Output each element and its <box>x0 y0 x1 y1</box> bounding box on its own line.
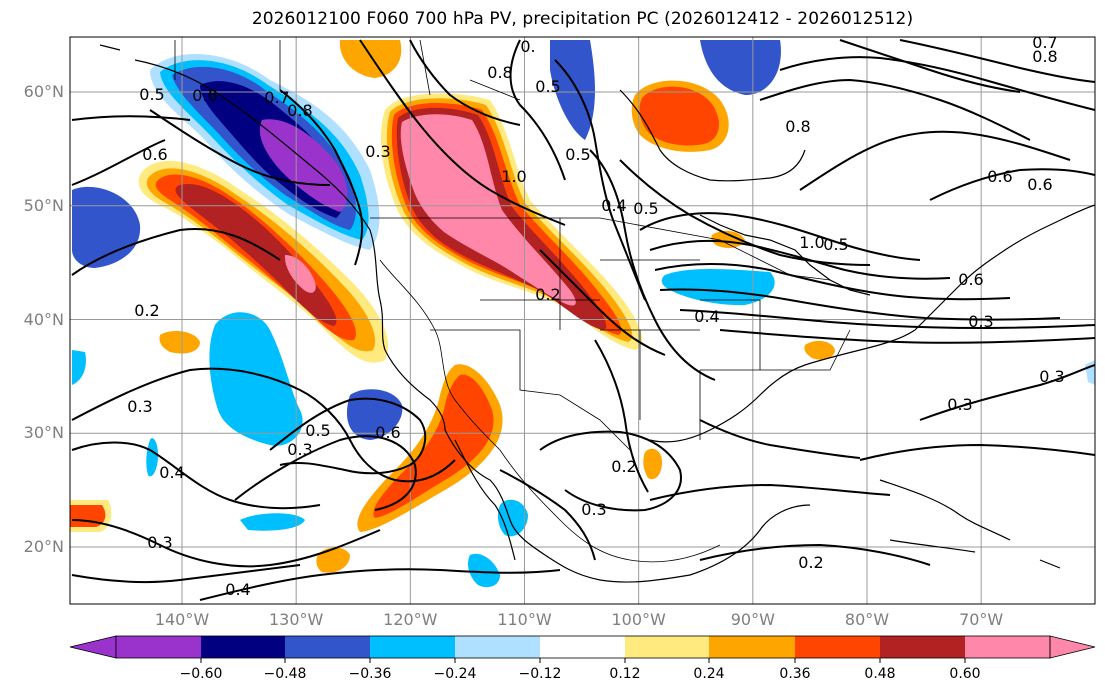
colorbar-tick-label: −0.36 <box>348 666 392 682</box>
colorbar-swatch <box>880 636 965 658</box>
lat-label: 60°N <box>23 82 64 101</box>
contour-label: 0.8 <box>1032 47 1057 66</box>
neg-blob-small3 <box>467 553 500 588</box>
colorbar-swatch <box>540 636 625 658</box>
lat-label: 30°N <box>23 423 64 443</box>
colorbar-tick-label: 0.60 <box>949 666 981 682</box>
contour-label: 0.5 <box>305 421 330 440</box>
political-borders <box>174 39 851 563</box>
pos-blob-sk <box>339 40 402 78</box>
contour-label: 0.4 <box>694 307 719 326</box>
neg-blob-small8 <box>146 438 158 477</box>
colorbar-tick-label: 0.48 <box>864 666 896 682</box>
pos-blob-small1 <box>159 330 200 354</box>
lat-label: 50°N <box>23 195 64 215</box>
contour-label: 0.3 <box>947 395 972 414</box>
colorbar-tick-label: −0.60 <box>179 666 223 682</box>
contour-label: 0.6 <box>958 270 983 289</box>
pos-blob-small2 <box>316 547 350 573</box>
contour-label: 0.5 <box>535 77 560 96</box>
contour-label: 0.3 <box>147 533 172 552</box>
contour-label: 0.6 <box>192 86 217 105</box>
contour-label: 0.2 <box>611 457 636 476</box>
plot-frame <box>69 36 1096 605</box>
contour-label: 0.5 <box>139 85 164 104</box>
colorbar-swatch <box>370 636 455 658</box>
lat-label: 20°N <box>23 537 64 556</box>
colorbar-swatch <box>795 636 880 658</box>
contour-label: 0.2 <box>535 285 560 304</box>
colorbar-swatch <box>625 636 709 658</box>
colorbar-tick-label: 0.36 <box>779 666 811 682</box>
contour-label: 0.7 <box>264 88 289 107</box>
colorbar-tick-label: −0.48 <box>263 666 307 682</box>
neg-blob-small11 <box>240 513 305 531</box>
neg-blob-baja <box>209 312 303 446</box>
contour-label: 0.4 <box>601 196 626 215</box>
contour-label: 0. <box>520 37 535 56</box>
lat-label: 40°N <box>23 309 64 329</box>
contour-label: 0.8 <box>287 101 312 120</box>
pv-contours <box>71 39 1095 601</box>
colorbar-outline <box>115 635 1051 659</box>
colorbar-swatch <box>455 636 540 658</box>
lon-label: 80°W <box>844 610 890 629</box>
lon-label: 110°W <box>497 610 552 629</box>
contour-label: 0.4 <box>159 463 184 482</box>
colorbar-tick-label: 0.24 <box>693 666 725 682</box>
colorbar-low-extend <box>69 635 117 659</box>
contour-label: 0.6 <box>1027 175 1052 194</box>
colorbar-tick-label: 0.12 <box>609 666 641 682</box>
lon-label: 130°W <box>268 610 324 629</box>
contour-label: 0.2 <box>134 301 159 320</box>
colorbar-swatch <box>201 636 285 658</box>
lon-label: 90°W <box>730 610 775 629</box>
contour-label: 0.2 <box>798 553 823 572</box>
contour-label: 0.4 <box>225 580 250 599</box>
lon-label: 70°W <box>959 610 1004 629</box>
colorbar-swatch <box>116 636 201 658</box>
contour-label: 1.0 <box>501 167 526 186</box>
contour-label: 0.3 <box>127 397 152 416</box>
contour-label: 0.5 <box>633 199 658 218</box>
contour-label: 0.6 <box>142 145 167 164</box>
contour-labels: 0.0.80.5 0.6 0.70.80.50.6 0.31.00.50.4 0.50.… <box>127 33 1064 599</box>
contour-label: 1.0 <box>799 233 824 252</box>
pos-blob-small5 <box>643 448 662 480</box>
pos-band-pacific-5 <box>284 255 316 293</box>
colorbar-swatch <box>965 636 1050 658</box>
contour-label: 0.5 <box>565 145 590 164</box>
contour-label: 0.8 <box>487 63 512 82</box>
neg-blob-small10 <box>72 350 86 385</box>
precipitation-shading <box>70 40 1095 588</box>
pos-band-rockies-5 <box>400 114 576 306</box>
neg-blob-gl <box>661 268 775 306</box>
contour-label: 0.3 <box>1039 367 1064 386</box>
lon-label: 100°W <box>611 610 666 629</box>
neg-blob-bay <box>550 40 595 140</box>
neg-blob-labrador <box>700 40 781 95</box>
lon-label: 120°W <box>383 610 438 629</box>
colorbar-tick-label: −0.24 <box>433 666 477 682</box>
contour-label: 0.5 <box>823 235 848 254</box>
contour-label: 0.3 <box>365 142 390 161</box>
pos-blob-hudson-2 <box>639 86 719 146</box>
neg-blob-small9 <box>1085 360 1095 385</box>
contour-label: 0.3 <box>968 312 993 331</box>
contour-label: 0.6 <box>375 423 400 442</box>
colorbar-swatch <box>285 636 370 658</box>
contour-label: 0.6 <box>987 167 1012 186</box>
contour-label: 0.7 <box>1032 33 1057 52</box>
contour-label: 0.3 <box>581 500 606 519</box>
colorbar-swatch <box>709 636 795 658</box>
pos-blob-small6 <box>804 340 835 360</box>
colorbar <box>69 635 1096 663</box>
colorbar-tick-label: −0.12 <box>518 666 562 682</box>
contour-label: 0.3 <box>287 440 312 459</box>
contour-label: 0.8 <box>785 117 810 136</box>
map-title: 2026012100 F060 700 hPa PV, precipitatio… <box>251 9 914 29</box>
lon-label: 140°W <box>154 610 210 629</box>
colorbar-high-extend <box>1049 635 1096 659</box>
